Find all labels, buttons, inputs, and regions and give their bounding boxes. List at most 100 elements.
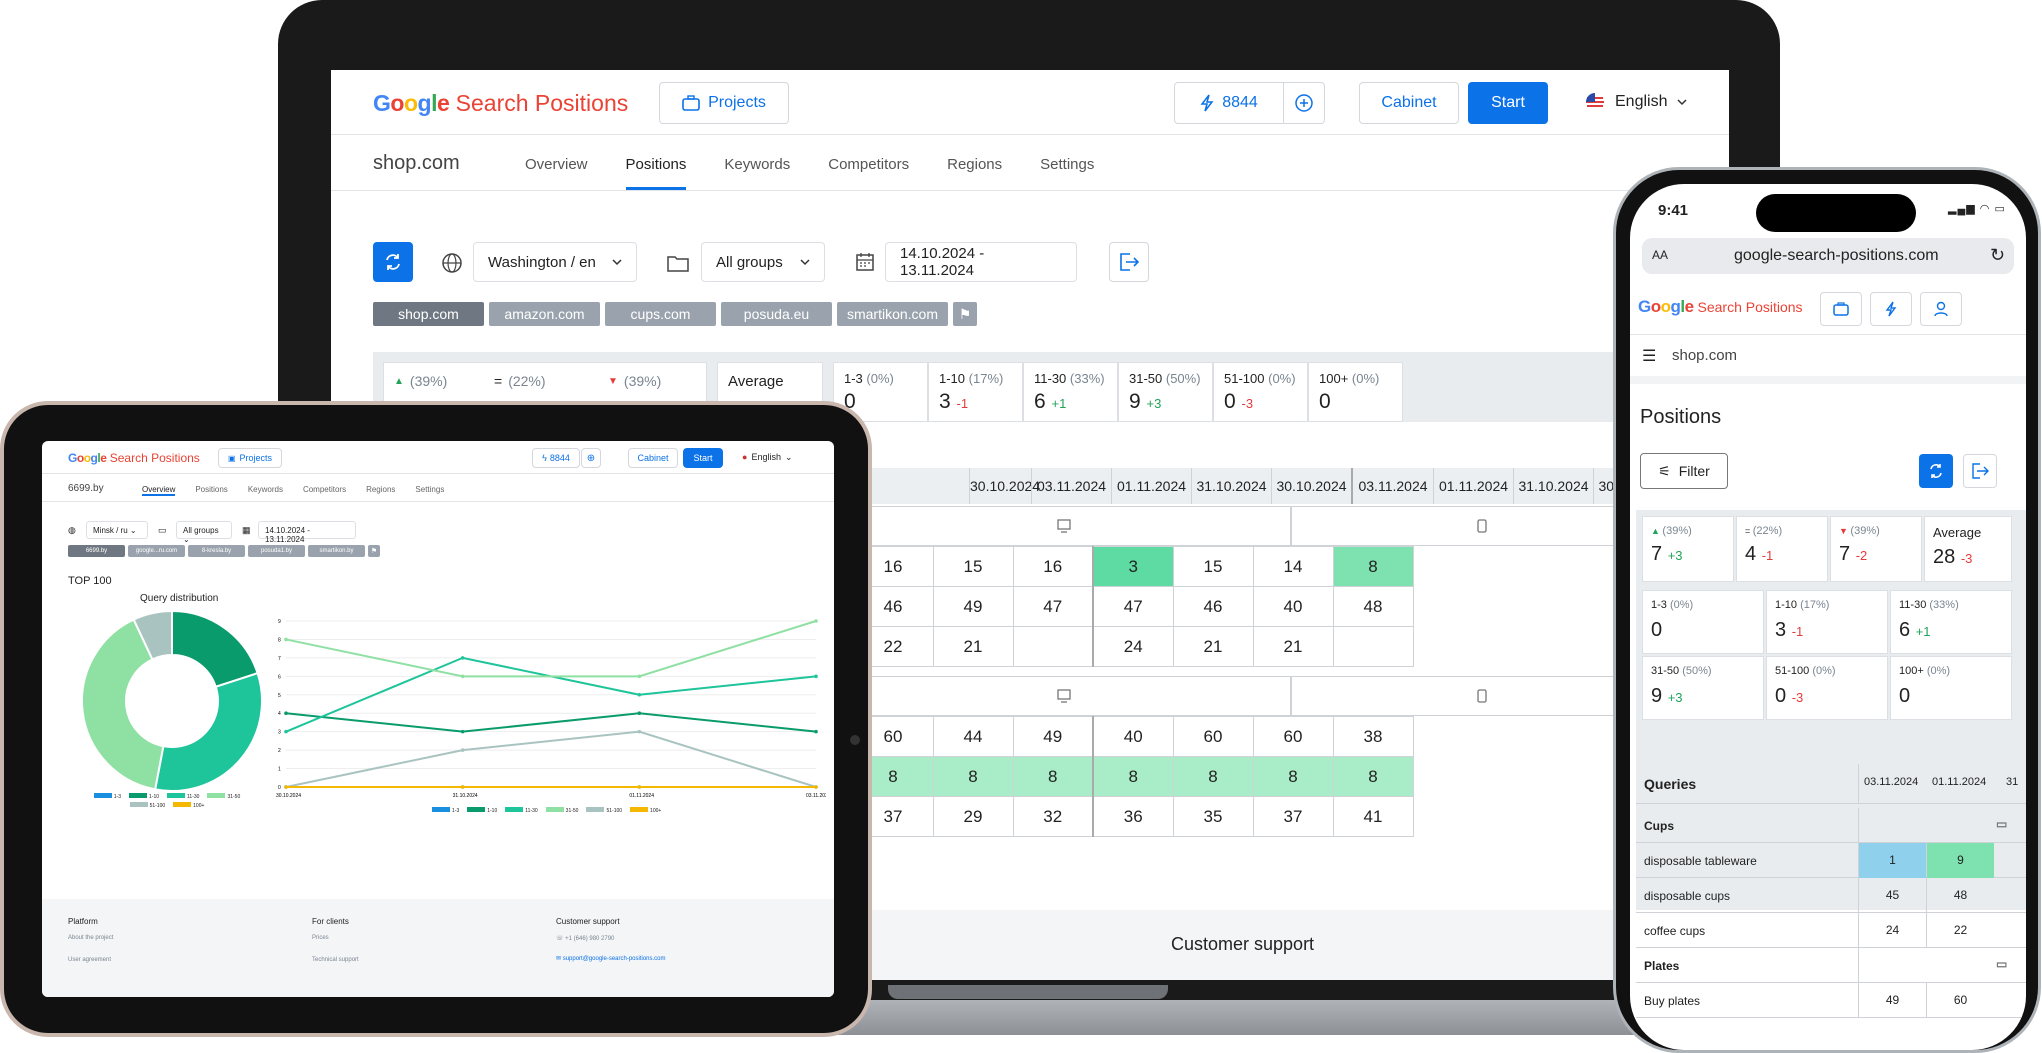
chevron-down-icon [1677,99,1688,106]
refresh-button[interactable] [373,242,413,282]
url-bar[interactable]: AA google-search-positions.com ↻ [1642,238,2014,274]
export-button[interactable] [1963,454,1997,488]
tab-keywords[interactable]: Keywords [724,156,791,173]
brand-letter: g [90,451,98,465]
stat-count: 4 [1745,543,1757,565]
legend-swatch [630,807,649,812]
region-select[interactable]: Washington / en [473,242,637,282]
footer-tech-link[interactable]: Technical support [312,957,359,963]
bucket-title: 11-30 (33%) [1034,371,1107,386]
chip-google---ru-com[interactable]: google...ru.com [128,545,185,557]
table-row[interactable]: disposable cups 45 48 [1636,878,2026,913]
groups-select[interactable]: All groups ⌄ [176,521,232,544]
projects-button[interactable] [1820,292,1862,326]
tab-overview[interactable]: Overview [142,485,176,496]
chip-8-kresla-by[interactable]: 8-kresla.by [188,545,245,557]
date-col-3: 31 [2006,776,2019,788]
language-select[interactable]: English [1585,92,1688,112]
date-range-input[interactable]: 14.10.2024 - 13.11.2024 [258,521,356,544]
text-size-button[interactable]: AA [1652,248,1669,262]
language-select[interactable]: ● English ⌄ [742,452,793,463]
brand-logo[interactable]: Google Search Positions [68,451,200,465]
projects-button[interactable]: Projects [659,82,789,124]
tab-positions[interactable]: Positions [625,156,687,190]
position-cell: 38 [1332,716,1414,757]
brand-logo[interactable]: Google Search Positions [1638,297,1803,317]
flag-chip-icon[interactable]: ⚑ [953,302,977,326]
us-flag-icon: ● [742,452,748,462]
table-row[interactable]: Buy plates 49 60 [1636,983,2026,1018]
region-select[interactable]: Minsk / ru ⌄ [86,521,148,539]
group-row[interactable]: Plates ▭ [1636,948,2026,983]
site-name[interactable]: shop.com [373,152,460,174]
credits-button[interactable]: 8844 [1174,82,1284,124]
mobile-icon [1477,519,1487,533]
projects-button[interactable]: ▣ Projects [218,448,282,468]
tab-competitors[interactable]: Competitors [302,485,347,494]
site-name[interactable]: 6699.by [68,483,104,494]
brand-prefix: Google [68,451,107,465]
tab-settings[interactable]: Settings [1040,156,1095,173]
chip-posuda1-by[interactable]: posuda1.by [248,545,305,557]
account-button[interactable] [1920,292,1962,326]
credits-button[interactable]: ϟ 8844 [532,448,580,468]
brand-letter: g [417,90,432,116]
date-range-input[interactable]: 14.10.2024 - 13.11.2024 [885,242,1077,282]
data-point [637,785,642,789]
refresh-button[interactable] [1919,454,1953,488]
chip-6699-by[interactable]: 6699.by [68,545,125,557]
chip-smartikon-com[interactable]: smartikon.com [837,302,948,326]
filter-button[interactable]: ⚟ Filter [1640,453,1728,489]
globe-icon [442,253,462,273]
export-button[interactable] [1109,242,1149,282]
footer-agreement-link[interactable]: User agreement [68,957,112,963]
chip-cups-com[interactable]: cups.com [605,302,716,326]
brand-suffix: Search Positions [106,451,200,465]
chip-posuda-eu[interactable]: posuda.eu [721,302,832,326]
site-name[interactable]: shop.com [1672,347,1738,364]
footer-email[interactable]: ✉ support@google-search-positions.com [556,955,666,962]
bucket-pct: (0%) [1351,371,1380,386]
legend-item: 11-30 [167,793,199,800]
cabinet-button[interactable]: Cabinet [1359,82,1459,124]
start-button[interactable]: Start [683,448,723,468]
brand-logo[interactable]: Google Search Positions [373,90,628,117]
start-button[interactable]: Start [1468,82,1548,124]
x-tick-label: 31.10.2024 [453,793,478,799]
table-row[interactable]: coffee cups 24 22 [1636,913,2026,948]
tab-regions[interactable]: Regions [366,485,396,494]
table-row[interactable]: disposable tableware 1 9 [1636,843,2026,878]
query-text: Buy plates [1644,994,1701,1008]
footer-clients-heading: For clients [312,917,349,926]
flag-chip-icon[interactable]: ⚑ [368,545,380,557]
tab-competitors[interactable]: Competitors [828,156,910,173]
plus-circle-icon [1295,94,1313,112]
position-cell: 9 [1926,843,1994,878]
tab-settings[interactable]: Settings [415,485,445,494]
competitor-chips: shop.com amazon.com cups.com posuda.eu smart… [373,302,977,326]
donut-legend: 1-3 1-10 11-30 31-50 51-100 100+ [72,793,262,809]
bucket-card-31-50: 31-50 (50%) 9 +3 [1118,362,1213,422]
tab-keywords[interactable]: Keywords [247,485,283,494]
chip-amazon-com[interactable]: amazon.com [489,302,600,326]
add-credits-button[interactable] [1283,82,1325,124]
reload-icon[interactable]: ↻ [1990,245,2006,265]
tab-overview[interactable]: Overview [525,156,588,173]
bucket-pct: (17%) [1800,599,1830,611]
add-credits-button[interactable]: ⊕ [581,448,601,468]
tab-regions[interactable]: Regions [947,156,1003,173]
tab-positions[interactable]: Positions [195,485,228,494]
groups-select[interactable]: All groups [701,242,825,282]
footer-prices-link[interactable]: Prices [312,935,329,941]
phone-text: +1 (646) 980 2790 [565,936,615,942]
cabinet-button[interactable]: Cabinet [628,448,678,468]
data-point [814,729,818,734]
menu-icon[interactable]: ☰ [1642,348,1657,365]
credits-button[interactable] [1870,292,1912,326]
footer-phone[interactable]: ☏ +1 (646) 980 2790 [556,935,614,942]
group-row[interactable]: Cups ▭ [1636,808,2026,843]
bucket-title: 31-50 (50%) [1651,665,1755,677]
footer-about-link[interactable]: About the project [68,935,114,941]
chip-smartikon-by[interactable]: smartikon.by [308,545,365,557]
chip-shop-com[interactable]: shop.com [373,302,484,326]
